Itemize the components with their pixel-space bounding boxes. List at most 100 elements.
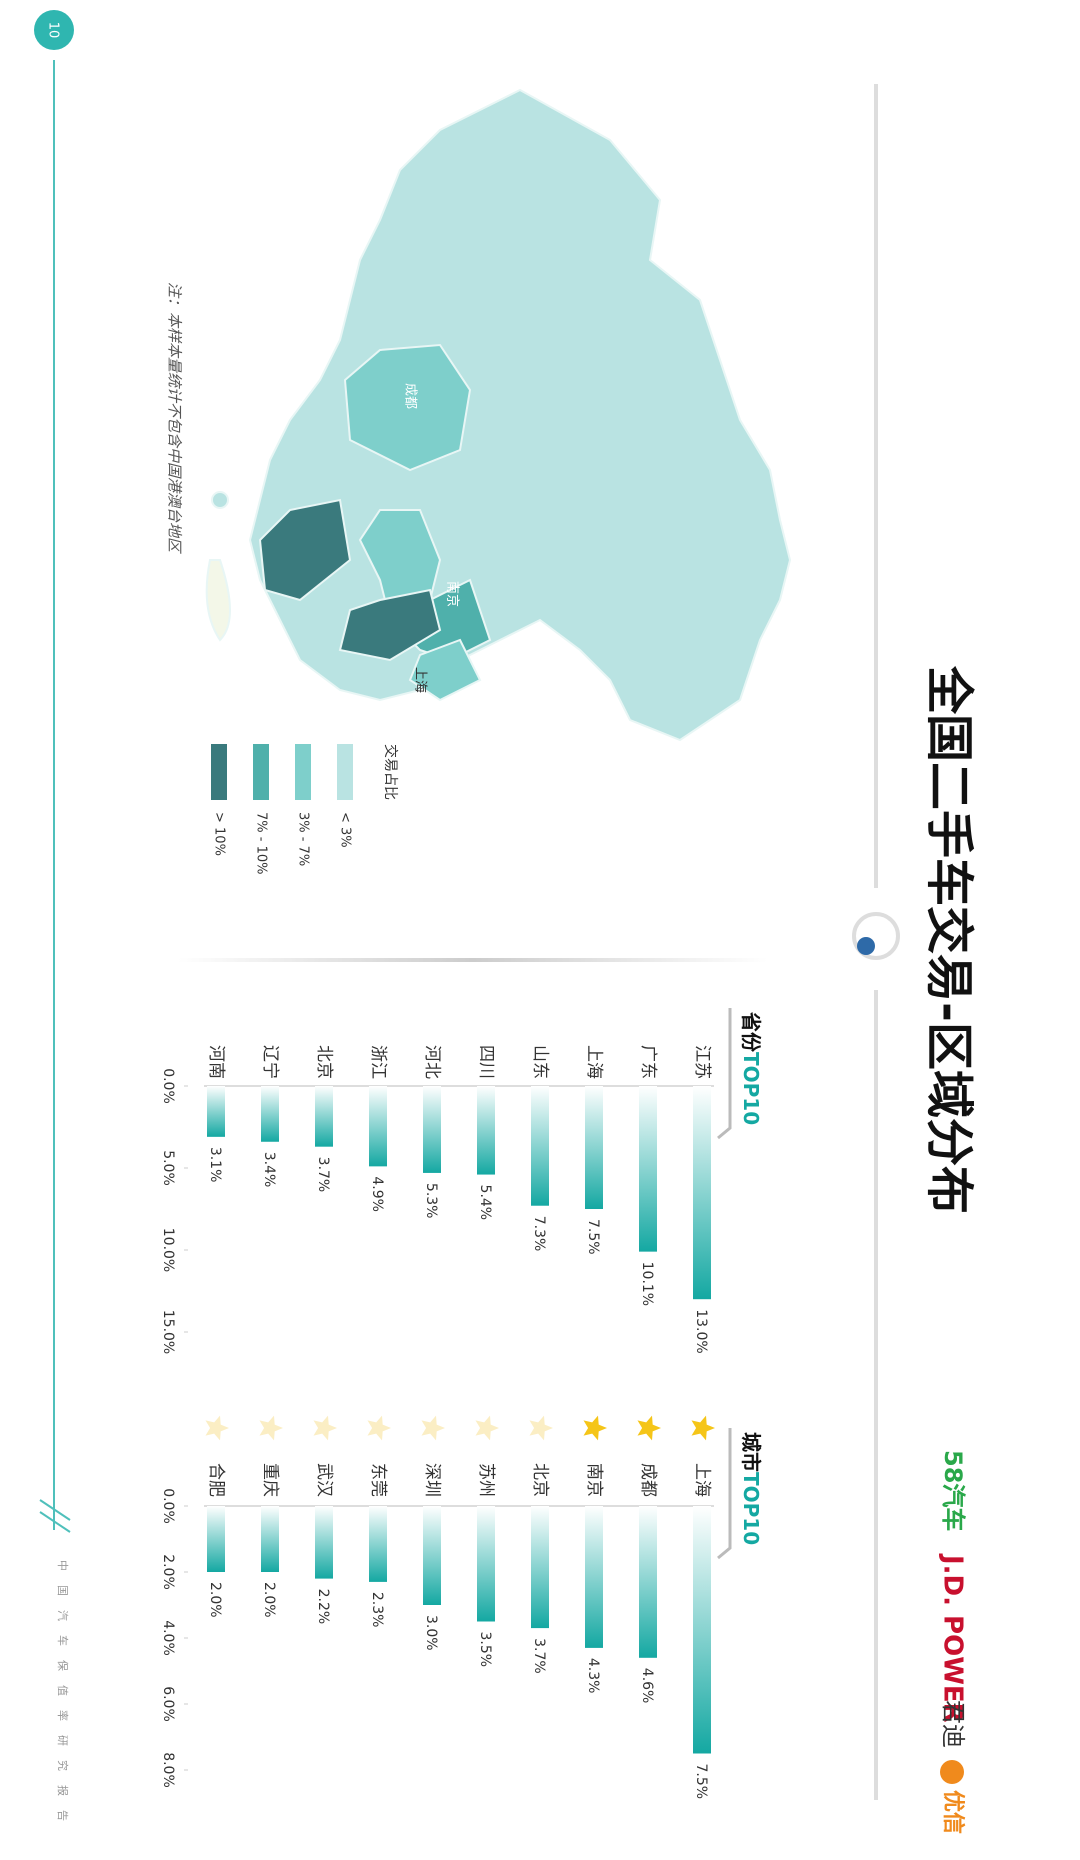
category-label: 山东 <box>530 1045 550 1079</box>
category-label: 深圳 <box>422 1463 442 1497</box>
star <box>691 1415 715 1441</box>
value-label: 5.4% <box>477 1185 493 1221</box>
legend-label: < 3% <box>338 812 353 848</box>
map-region <box>343 343 472 472</box>
bar <box>261 1506 279 1572</box>
page-number: 10 <box>46 22 61 39</box>
star <box>421 1415 445 1441</box>
bar <box>423 1506 441 1605</box>
bar <box>477 1086 495 1175</box>
value-label: 3.1% <box>207 1147 223 1183</box>
map-label: 上海 <box>413 667 428 693</box>
value-label: 3.7% <box>531 1638 547 1674</box>
chart-title: 省份TOP10 <box>740 1011 764 1125</box>
value-label: 2.0% <box>207 1582 223 1618</box>
map-label: 南京 <box>445 581 461 607</box>
bar <box>369 1506 387 1582</box>
legend-swatch <box>295 744 311 800</box>
logo-58: 58汽车 <box>939 1450 967 1531</box>
separator-dot <box>857 937 875 955</box>
x-tick-label: 15.0% <box>160 1310 176 1354</box>
title-main: 城市 <box>740 1432 764 1472</box>
bar <box>531 1086 549 1206</box>
x-tick-label: 6.0% <box>160 1686 176 1722</box>
map-note: 注：本样本量统计不包含中国港澳台地区 <box>166 282 184 554</box>
title-main: 省份 <box>740 1011 764 1053</box>
value-label: 3.4% <box>261 1152 277 1188</box>
category-label: 北京 <box>530 1463 550 1497</box>
star <box>205 1415 229 1441</box>
x-tick-label: 2.0% <box>160 1554 176 1590</box>
category-label: 合肥 <box>206 1463 226 1497</box>
bar <box>477 1506 495 1622</box>
value-label: 4.9% <box>369 1176 385 1212</box>
star <box>475 1415 499 1441</box>
category-label: 成都 <box>638 1463 658 1497</box>
bar <box>639 1506 657 1658</box>
bar <box>261 1086 279 1142</box>
legend-swatch <box>211 744 227 800</box>
map-region <box>258 498 352 602</box>
legend-label: 7% - 10% <box>254 812 269 874</box>
bar <box>693 1506 711 1754</box>
x-tick-label: 10.0% <box>160 1228 176 1272</box>
title-underline <box>717 1428 732 1560</box>
value-label: 10.1% <box>639 1262 655 1306</box>
bar <box>315 1506 333 1579</box>
x-tick-label: 4.0% <box>160 1620 176 1656</box>
category-label: 上海 <box>692 1463 712 1497</box>
value-label: 7.5% <box>693 1764 709 1800</box>
bar <box>639 1086 657 1252</box>
value-label: 2.0% <box>261 1582 277 1618</box>
title-underline <box>717 1008 732 1140</box>
category-label: 北京 <box>314 1045 334 1079</box>
value-label: 2.2% <box>315 1589 331 1625</box>
value-label: 4.6% <box>639 1668 655 1704</box>
category-label: 浙江 <box>368 1045 388 1079</box>
logo-jdpower: J.D. POWER <box>938 1553 968 1723</box>
bar <box>207 1086 225 1137</box>
legend-label: > 10% <box>212 812 227 856</box>
logo-icon <box>940 1760 964 1784</box>
category-label: 武汉 <box>314 1463 334 1497</box>
category-label: 河南 <box>206 1045 226 1079</box>
bar <box>531 1506 549 1629</box>
chart-title: 城市TOP10 <box>740 1432 764 1545</box>
map-island <box>205 559 231 642</box>
map-country <box>248 88 792 742</box>
x-tick-label: 8.0% <box>160 1752 176 1788</box>
separator-ring <box>852 912 900 960</box>
bar <box>585 1506 603 1648</box>
category-label: 四川 <box>476 1045 496 1079</box>
category-label: 广东 <box>638 1045 658 1079</box>
title-highlight: TOP10 <box>740 1472 764 1545</box>
value-label: 2.3% <box>369 1592 385 1628</box>
category-label: 南京 <box>584 1463 604 1497</box>
star <box>259 1415 283 1441</box>
x-tick-label: 0.0% <box>160 1068 176 1104</box>
logo-jundi: 君迪 <box>939 1700 967 1748</box>
bar <box>315 1086 333 1147</box>
x-tick-label: 0.0% <box>160 1488 176 1524</box>
value-label: 3.0% <box>423 1615 439 1651</box>
map-region <box>338 588 442 662</box>
value-label: 4.3% <box>585 1658 601 1694</box>
footer-text: 中国汽车保值率研究报告 <box>56 1560 70 1835</box>
value-label: 3.5% <box>477 1632 493 1668</box>
page-badge <box>34 10 74 50</box>
legend-swatch <box>253 744 269 800</box>
bar <box>693 1086 711 1300</box>
page-title: 全国二手车交易-区域分布 <box>921 665 977 1214</box>
value-label: 5.3% <box>423 1183 439 1219</box>
star <box>367 1415 391 1441</box>
logo-youxin: 优信 <box>940 1790 966 1834</box>
x-tick-label: 5.0% <box>160 1150 176 1186</box>
bar <box>207 1506 225 1572</box>
legend-label: 3% - 7% <box>296 812 311 866</box>
value-label: 13.0% <box>693 1309 709 1353</box>
category-label: 东莞 <box>368 1463 388 1497</box>
bar <box>585 1086 603 1209</box>
star <box>529 1415 553 1441</box>
